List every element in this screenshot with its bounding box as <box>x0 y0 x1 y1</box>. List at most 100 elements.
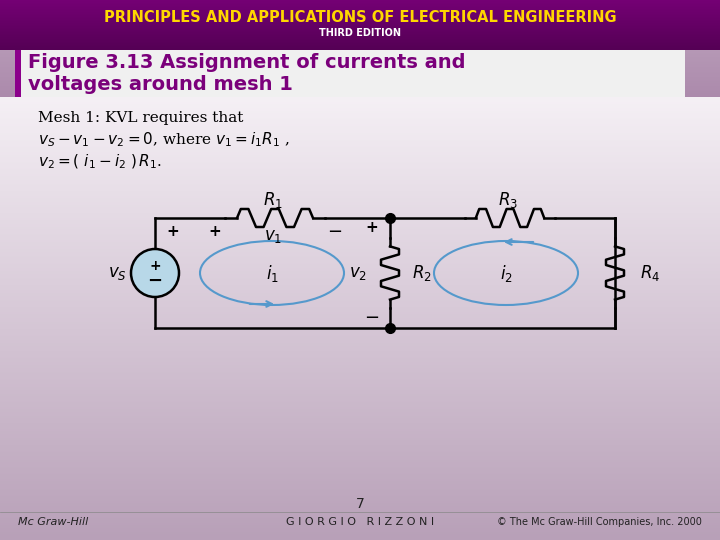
Bar <box>0 518 720 519</box>
Bar <box>0 315 720 316</box>
Bar <box>0 451 720 452</box>
Bar <box>0 524 720 525</box>
Bar <box>0 429 720 430</box>
Bar <box>0 492 720 493</box>
Bar <box>0 245 720 246</box>
Bar <box>0 141 720 142</box>
Bar <box>0 136 720 137</box>
Bar <box>0 215 720 216</box>
Bar <box>0 502 720 503</box>
Bar <box>0 532 720 533</box>
Bar <box>0 469 720 470</box>
Bar <box>0 536 720 537</box>
Bar <box>0 125 720 126</box>
Bar <box>0 419 720 420</box>
Bar <box>0 42 720 43</box>
Bar <box>0 338 720 339</box>
Bar <box>0 343 720 344</box>
Bar <box>0 113 720 114</box>
Bar <box>0 231 720 232</box>
Bar <box>0 419 720 420</box>
Bar <box>0 75 720 76</box>
Bar <box>0 308 720 309</box>
Bar <box>0 235 720 236</box>
Bar <box>0 479 720 480</box>
Bar <box>0 180 720 181</box>
Bar <box>0 511 720 512</box>
Bar <box>0 217 720 218</box>
Bar <box>0 223 720 224</box>
Bar <box>0 530 720 531</box>
Bar <box>0 157 720 158</box>
Bar <box>0 388 720 389</box>
Bar <box>0 134 720 135</box>
Bar <box>0 387 720 388</box>
Bar <box>0 6 720 7</box>
Bar <box>0 309 720 310</box>
Bar <box>0 156 720 157</box>
Bar <box>0 303 720 304</box>
Bar <box>0 350 720 351</box>
Bar <box>0 503 720 504</box>
Bar <box>0 483 720 484</box>
Bar <box>0 367 720 368</box>
Text: $i_2$: $i_2$ <box>500 262 513 284</box>
Bar <box>0 279 720 280</box>
Bar <box>0 212 720 213</box>
Bar <box>0 458 720 459</box>
Bar <box>0 301 720 302</box>
Bar <box>0 28 720 29</box>
Bar <box>0 428 720 429</box>
Bar <box>0 154 720 155</box>
Bar <box>0 39 720 40</box>
Bar <box>0 207 720 208</box>
Bar <box>0 268 720 269</box>
Bar <box>0 409 720 410</box>
Bar <box>0 44 720 45</box>
Bar <box>0 242 720 243</box>
Bar <box>0 132 720 133</box>
Bar <box>0 400 720 401</box>
Bar <box>0 525 720 526</box>
Bar <box>0 82 720 83</box>
Bar <box>0 285 720 286</box>
Bar <box>0 373 720 374</box>
Bar <box>0 433 720 434</box>
Bar <box>0 238 720 239</box>
Bar <box>0 437 720 438</box>
Bar <box>0 131 720 132</box>
Bar <box>0 116 720 117</box>
Bar <box>0 253 720 254</box>
Bar <box>0 281 720 282</box>
Bar <box>0 325 720 326</box>
Text: Figure 3.13 Assignment of currents and: Figure 3.13 Assignment of currents and <box>28 53 466 72</box>
Bar <box>0 208 720 209</box>
Text: G I O R G I O   R I Z Z O N I: G I O R G I O R I Z Z O N I <box>286 517 434 527</box>
Bar <box>0 118 720 119</box>
Bar <box>0 365 720 366</box>
Bar <box>0 277 720 278</box>
Bar <box>0 47 720 48</box>
Bar <box>0 360 720 361</box>
Bar <box>0 431 720 432</box>
Bar <box>0 349 720 350</box>
Bar <box>0 422 720 423</box>
Bar <box>0 193 720 194</box>
Bar <box>0 399 720 400</box>
Bar <box>0 84 720 85</box>
Bar <box>0 423 720 424</box>
Bar <box>0 512 720 513</box>
Bar <box>0 280 720 281</box>
Bar <box>0 528 720 529</box>
Bar <box>0 250 720 251</box>
Bar <box>0 304 720 305</box>
Bar <box>0 57 720 58</box>
Bar <box>0 432 720 433</box>
Bar <box>0 311 720 312</box>
Bar <box>0 20 720 21</box>
Bar <box>0 211 720 212</box>
Bar <box>0 497 720 498</box>
Bar <box>0 363 720 364</box>
Bar <box>0 439 720 440</box>
Text: Mesh 1: KVL requires that: Mesh 1: KVL requires that <box>38 111 243 125</box>
